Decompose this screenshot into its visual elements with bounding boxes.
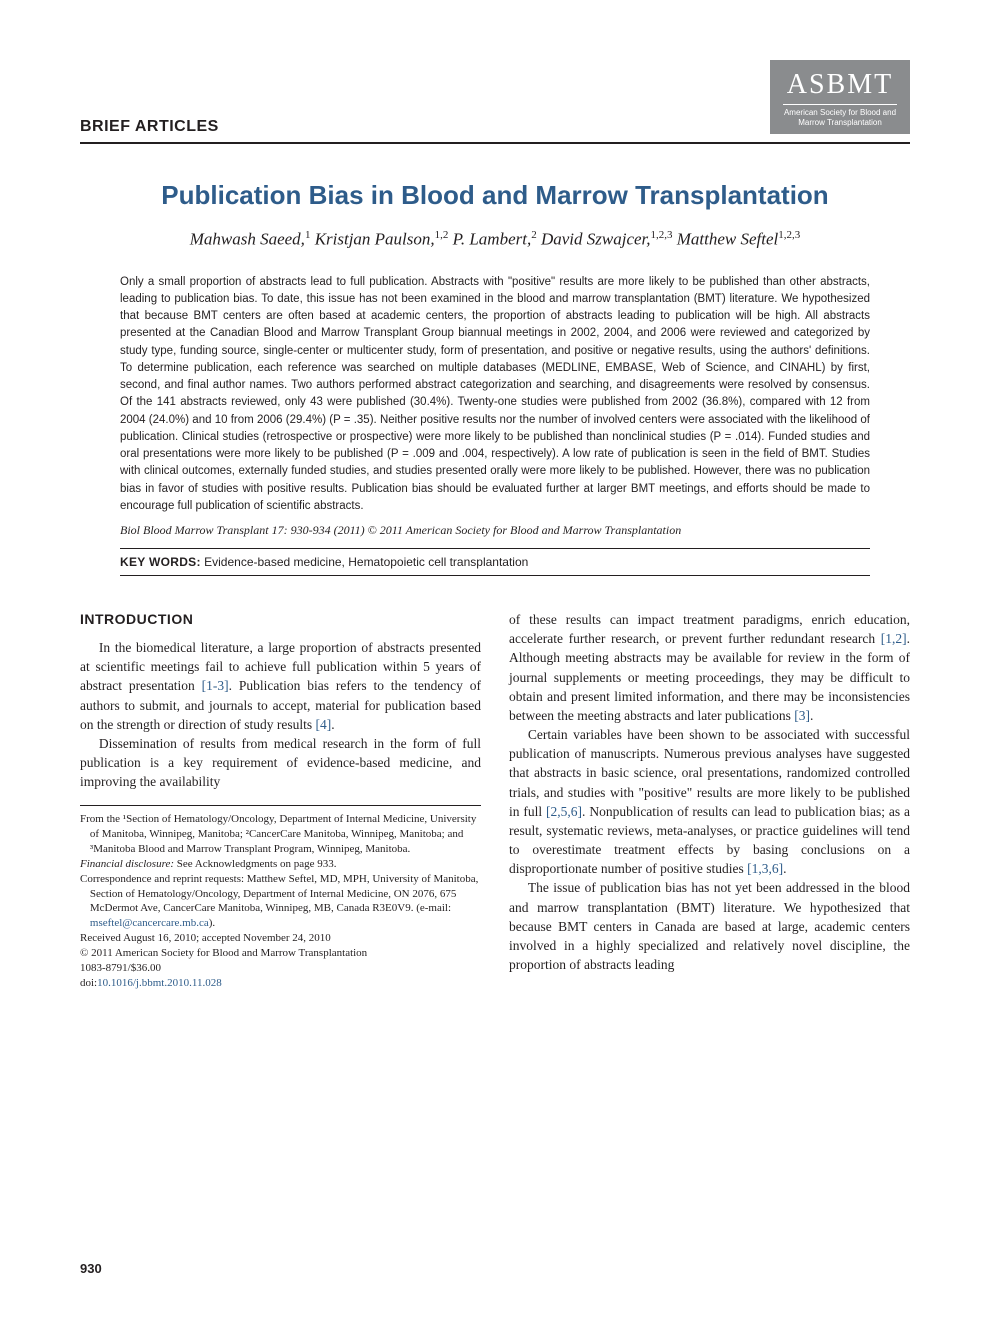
header-row: BRIEF ARTICLES ASBMT American Society fo… [80, 60, 910, 144]
citation-link[interactable]: [2,5,6] [546, 804, 582, 819]
article-title: Publication Bias in Blood and Marrow Tra… [80, 180, 910, 211]
citation-link[interactable]: [4] [315, 717, 331, 732]
correspondence: Correspondence and reprint requests: Mat… [90, 872, 481, 931]
correspondence-text-b: ). [209, 917, 215, 929]
citation-link[interactable]: [1,2] [881, 631, 907, 646]
doi-label: doi: [80, 977, 97, 989]
author-list: Mahwash Saeed,1 Kristjan Paulson,1,2 P. … [80, 229, 910, 250]
citation-link[interactable]: [3] [794, 708, 810, 723]
financial-label: Financial disclosure: [80, 858, 174, 870]
issn-line: 1083-8791/$36.00 [90, 961, 481, 976]
page-container: BRIEF ARTICLES ASBMT American Society fo… [0, 0, 990, 1030]
copyright-line: © 2011 American Society for Blood and Ma… [90, 946, 481, 961]
section-label: BRIEF ARTICLES [80, 60, 219, 136]
body-paragraph: of these results can impact treatment pa… [509, 610, 910, 725]
citation-link[interactable]: [1,3,6] [747, 861, 783, 876]
left-column: INTRODUCTION In the biomedical literatur… [80, 610, 481, 990]
body-columns: INTRODUCTION In the biomedical literatur… [80, 610, 910, 990]
keywords-text: Evidence-based medicine, Hematopoietic c… [204, 555, 528, 569]
right-column: of these results can impact treatment pa… [509, 610, 910, 990]
publisher-logo: ASBMT American Society for Blood and Mar… [770, 60, 910, 134]
intro-p1-text-c: . [331, 717, 334, 732]
intro-paragraph-1: In the biomedical literature, a large pr… [80, 638, 481, 734]
citation-line: Biol Blood Marrow Transplant 17: 930-934… [120, 523, 870, 538]
correspondence-text-a: Correspondence and reprint requests: Mat… [80, 873, 478, 915]
received-date: Received August 16, 2010; accepted Novem… [90, 931, 481, 946]
correspondence-email[interactable]: mseftel@cancercare.mb.ca [90, 917, 209, 929]
introduction-heading: INTRODUCTION [80, 610, 481, 630]
doi-link[interactable]: 10.1016/j.bbmt.2010.11.028 [97, 977, 222, 989]
rp1-a: of these results can impact treatment pa… [509, 612, 910, 646]
footnote-block: From the ¹Section of Hematology/Oncology… [80, 805, 481, 990]
citation-link[interactable]: [1-3] [202, 678, 229, 693]
body-paragraph: Certain variables have been shown to be … [509, 725, 910, 878]
keywords-label: KEY WORDS: [120, 555, 201, 569]
rp1-c: . [810, 708, 813, 723]
body-paragraph: The issue of publication bias has not ye… [509, 878, 910, 974]
logo-subtitle: American Society for Blood and Marrow Tr… [783, 108, 897, 127]
logo-acronym: ASBMT [783, 69, 897, 105]
doi-line: doi:10.1016/j.bbmt.2010.11.028 [90, 976, 481, 991]
financial-text: See Acknowledgments on page 933. [174, 858, 337, 870]
financial-disclosure: Financial disclosure: See Acknowledgment… [90, 857, 481, 872]
page-number: 930 [80, 1261, 102, 1276]
keywords-row: KEY WORDS: Evidence-based medicine, Hema… [120, 548, 870, 576]
rp2-c: . [783, 861, 786, 876]
affiliations-text: From the ¹Section of Hematology/Oncology… [90, 812, 481, 857]
abstract-text: Only a small proportion of abstracts lea… [120, 274, 870, 516]
intro-paragraph-2: Dissemination of results from medical re… [80, 734, 481, 791]
